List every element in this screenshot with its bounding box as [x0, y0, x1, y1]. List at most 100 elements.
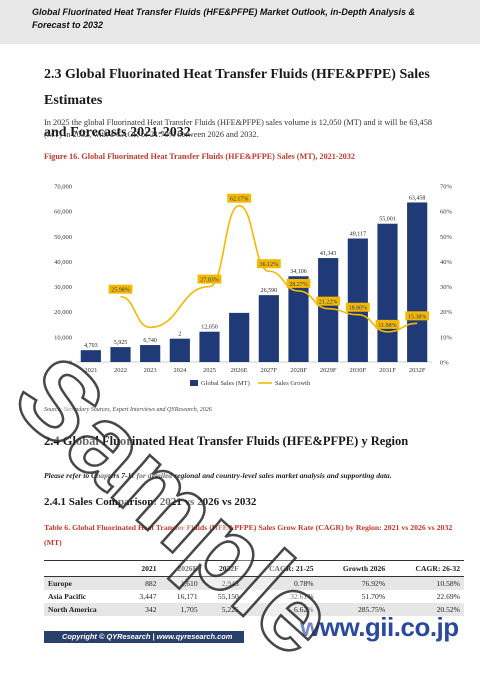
table-header-cell: 2032F	[201, 560, 243, 577]
section-2-3-title-line1: 2.3 Global Fluorinated Heat Transfer Flu…	[44, 67, 430, 108]
bar-value-label: 4,703	[84, 343, 98, 349]
chapter-reference-note: Please refer to Chapters 7-11 for detail…	[44, 471, 392, 480]
bar	[347, 238, 368, 362]
x-tick-label: 2022	[114, 367, 127, 374]
table-cell: 0.78%	[242, 576, 318, 590]
table-cell: North America	[44, 603, 125, 616]
growth-label-box	[345, 302, 370, 312]
growth-value-label: 21.22%	[319, 300, 338, 306]
table-cell: 10.58%	[389, 576, 464, 590]
growth-value-label: 27.03%	[200, 278, 219, 284]
growth-value-label: 62.17%	[230, 197, 249, 203]
bar-value-label: 63,458	[409, 195, 426, 201]
table-cell: 51.70%	[361, 592, 386, 601]
table-header-cell	[44, 560, 125, 577]
table-cell: 285.75%	[317, 603, 390, 616]
x-tick-label: 2031F	[379, 367, 396, 374]
table-cell: Asia Pacific	[48, 592, 87, 601]
x-tick-label: 2024	[173, 367, 187, 374]
y-tick-label: 20,000	[54, 309, 72, 316]
bar-value-label: 6,740	[143, 338, 157, 344]
footer-copyright: Copyright © QYResearch | www.qyresearch.…	[62, 632, 233, 641]
table-cell: 1,610	[160, 576, 202, 590]
bar-value-label-partial: 2	[178, 332, 181, 338]
table-header-cell: Growth 2026	[317, 560, 390, 577]
growth-value-label: 15.38%	[408, 314, 427, 320]
table-header-row: 2021 2026E 2032F CAGR: 21-25 Growth 2026 CAGR…	[44, 560, 464, 577]
y-tick-label: 50,000	[54, 234, 72, 241]
table-cell: 22.69%	[436, 592, 460, 601]
table-cell: 1,705	[160, 603, 202, 616]
y-tick-label: 10,000	[54, 334, 72, 341]
summary-paragraph: In 2025 the global Fluorinated Heat Tran…	[44, 118, 433, 139]
x-tick-label: 2030F	[350, 367, 367, 374]
table-body: Europe 882 1,610 2,943 0.78% 76.92% 10.58% Asia…	[44, 576, 464, 616]
bar-value-label: 55,001	[379, 217, 396, 223]
table-cell: 342	[124, 603, 161, 616]
growth-value-label: 36.12%	[260, 262, 279, 268]
growth-label-box	[256, 259, 281, 269]
y2-tick-label: 20%	[440, 309, 453, 316]
y-tick-label: 30,000	[54, 284, 72, 291]
bar-value-label: 5,925	[114, 340, 128, 346]
x-tick-label: 2026E	[231, 367, 248, 374]
table-header-cell: 2026E	[160, 560, 202, 577]
x-tick-label: 2028F	[290, 367, 307, 374]
table-caption: Table 6. Global Fluorinated Heat Transfe…	[44, 523, 453, 547]
y-tick-label: 40,000	[54, 259, 72, 266]
table-cell: 2,943	[201, 576, 243, 590]
watermark-url: www.gii.co.jp	[300, 612, 459, 642]
x-tick-label: 2021	[84, 367, 97, 374]
y2-tick-label: 30%	[440, 284, 453, 291]
legend-label-bar: Global Sales (MT)	[201, 380, 250, 387]
table-cell: 76.92%	[317, 576, 390, 590]
table-header-cell: CAGR: 26-32	[389, 560, 464, 577]
y-tick-label: 70,000	[54, 184, 72, 191]
bar	[140, 345, 161, 362]
legend-label-line: Sales Growth	[275, 380, 311, 387]
bar	[288, 276, 309, 362]
table-cell: 882	[124, 576, 161, 590]
table-cell: 3,447	[139, 592, 157, 601]
table-cell: 20.52%	[389, 603, 464, 616]
growth-label-box	[316, 296, 341, 306]
bar	[199, 331, 220, 362]
bar-value-label: 41,343	[320, 251, 337, 257]
bar	[110, 347, 131, 362]
growth-value-label: 18.80%	[349, 306, 368, 312]
table-cell: 5,225	[201, 603, 243, 616]
x-tick-label: 2029F	[320, 367, 337, 374]
bar	[80, 350, 101, 362]
x-tick-label: 2032F	[409, 367, 426, 374]
x-tick-label: 2023	[144, 367, 157, 374]
y2-tick-label: 40%	[440, 259, 453, 266]
section-2-4-heading: 2.4 Global Fluorinated Heat Transfer Flu…	[44, 434, 409, 448]
y2-tick-label: 70%	[440, 184, 453, 191]
figure-caption: Figure 16. Global Fluorinated Heat Trans…	[44, 152, 355, 161]
growth-value-label: 11.98%	[378, 323, 396, 329]
growth-value-label: 28.27%	[289, 282, 308, 288]
y2-tick-label: 50%	[440, 234, 453, 241]
table-cell: 32.61%	[290, 592, 314, 601]
growth-label-box	[197, 274, 222, 284]
bar	[407, 202, 428, 362]
growth-label-box	[108, 284, 133, 294]
table-row: North America 342 1,705 5,225 6.62% 285.75% 20…	[44, 603, 464, 616]
growth-value-label: 25.98%	[111, 288, 130, 294]
bar	[318, 258, 339, 362]
table-cell: 16,171	[176, 592, 198, 601]
report-title: Global Fluorinated Heat Transfer Fluids …	[32, 7, 416, 30]
table-row: Asia Pacific 3,447 16,171 55,150 32.61% 51.70…	[44, 590, 464, 603]
x-tick-label: 2027F	[261, 367, 278, 374]
source-note: Source: Secondary Sources, Expert Interv…	[44, 407, 212, 413]
x-tick-label: 2025	[203, 367, 216, 374]
growth-label-box	[286, 278, 311, 288]
bar	[169, 338, 190, 362]
table-header-cell: CAGR: 21-25	[242, 560, 318, 577]
header-bar: Global Fluorinated Heat Transfer Fluids …	[0, 0, 480, 44]
bar	[377, 223, 398, 362]
bar-value-label: 26,590	[261, 288, 278, 294]
bar-value-label: 34,106	[290, 269, 307, 275]
y2-tick-label: 60%	[440, 209, 453, 216]
legend-swatch-bar	[190, 380, 198, 386]
